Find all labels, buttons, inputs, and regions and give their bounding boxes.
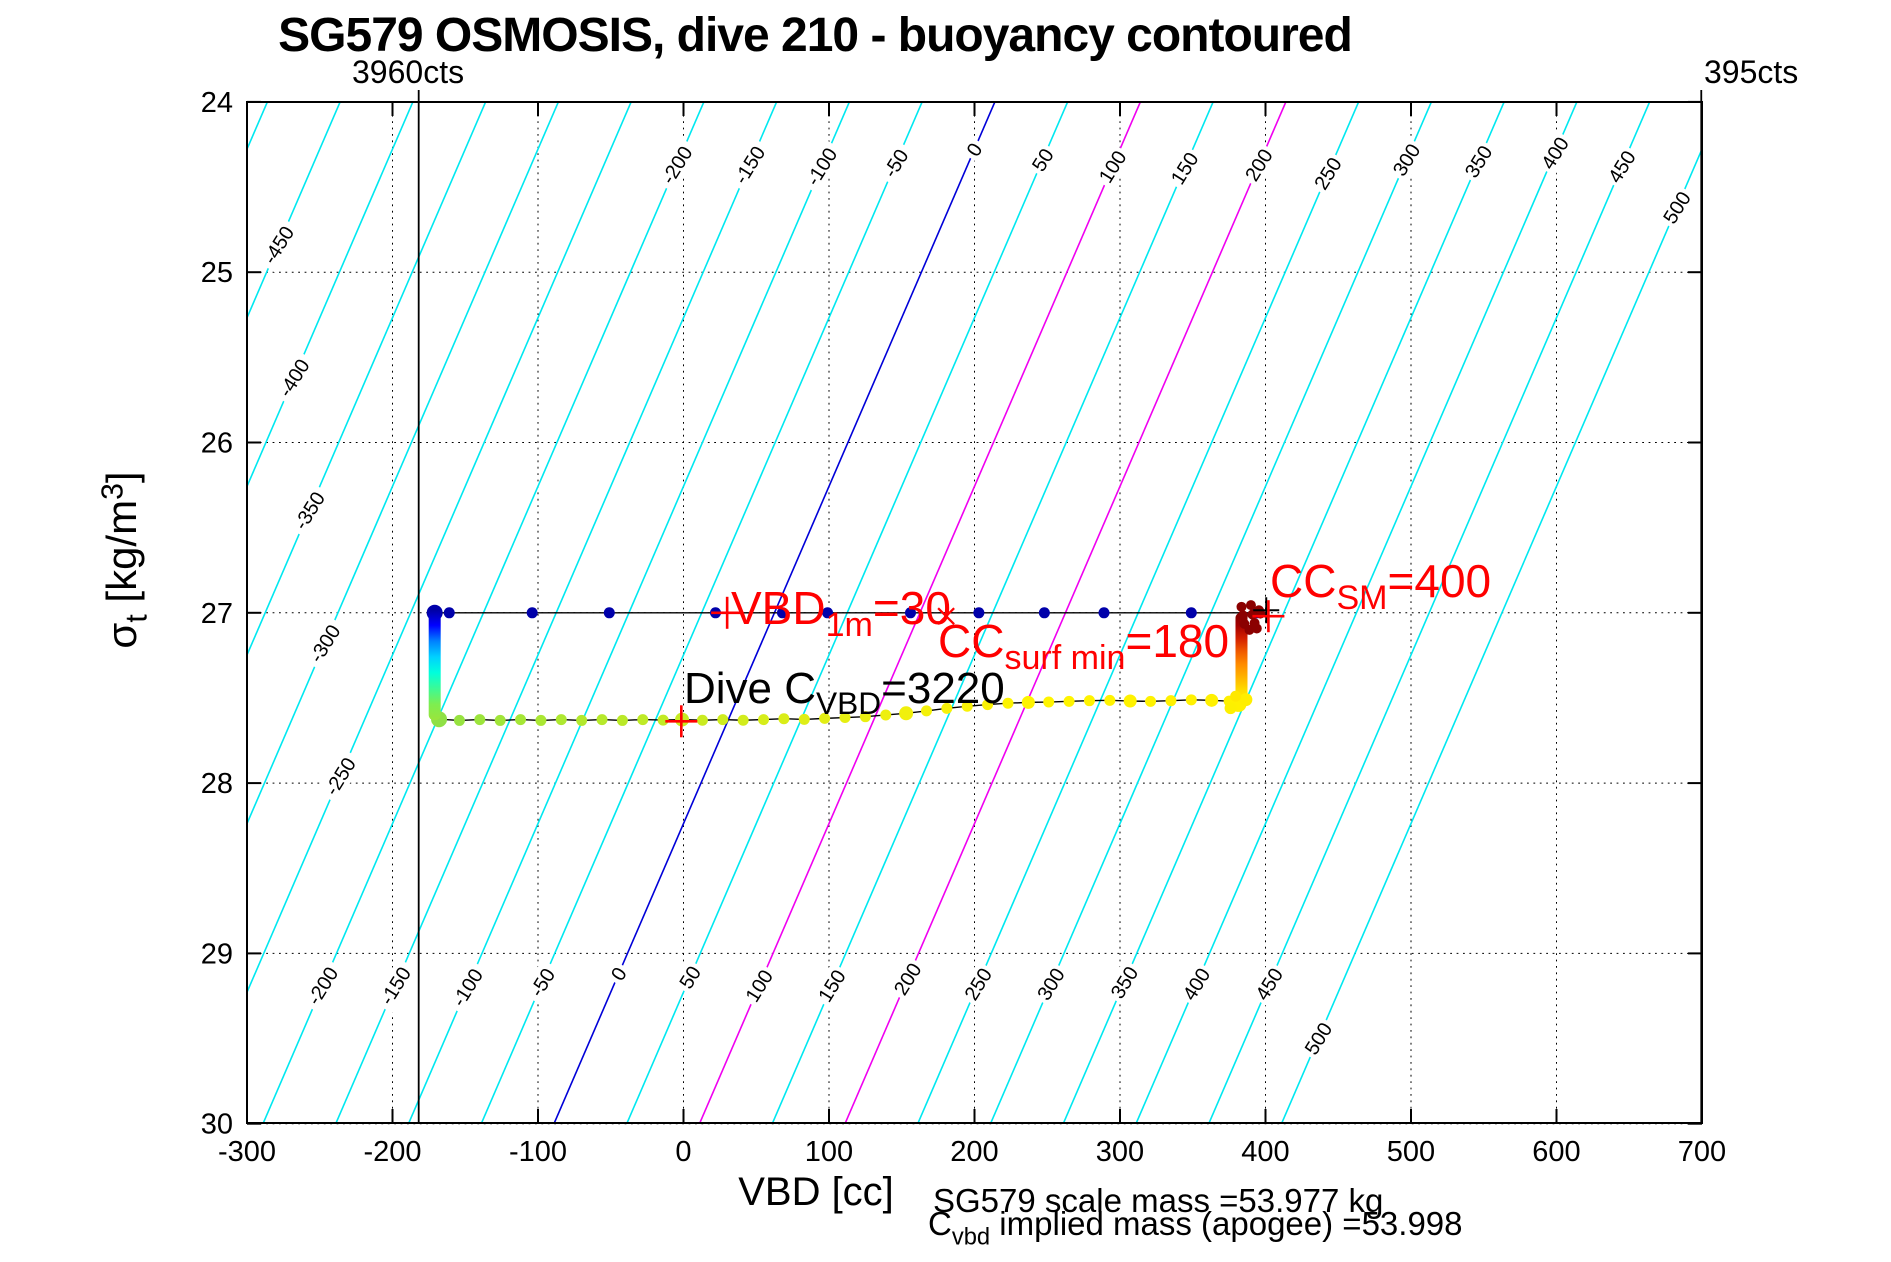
svg-text:25: 25 <box>201 257 233 289</box>
annotation-vbd-1m: VBD1m=30 <box>731 581 951 642</box>
scale-mass-text: SG579 scale mass =53.977 kg <box>933 1182 1384 1219</box>
svg-text:300: 300 <box>1096 1136 1144 1168</box>
sigma-subscript: t <box>120 614 154 623</box>
y-units-exponent: 3 <box>96 483 130 500</box>
annotation-dive-cvbd-value: =3220 <box>881 664 1005 713</box>
annotation-cc-surf-min-main: CC <box>938 615 1005 667</box>
annotation-cc-surf-min: CCsurf min=180 <box>938 614 1230 675</box>
annotation-vbd-1m-main: VBD <box>731 582 826 634</box>
implied-mass-subscript: vbd <box>951 1223 991 1251</box>
svg-text:-300: -300 <box>218 1136 276 1168</box>
svg-text:29: 29 <box>201 938 233 970</box>
annotation-cc-sm-value: =400 <box>1387 555 1492 607</box>
svg-text:-200: -200 <box>363 1136 421 1168</box>
vbd-counts-left-label: 3960cts <box>352 54 465 90</box>
svg-text:-100: -100 <box>509 1136 567 1168</box>
svg-text:200: 200 <box>950 1136 998 1168</box>
annotation-cc-surf-min-sub: surf min <box>1004 638 1126 677</box>
svg-text:30: 30 <box>201 1109 233 1141</box>
svg-text:400: 400 <box>1241 1136 1289 1168</box>
x-axis-label: VBD [cc] <box>738 1170 894 1214</box>
annotation-dive-cvbd-sub: VBD <box>816 685 882 722</box>
svg-text:27: 27 <box>201 598 233 630</box>
annotation-vbd-1m-value: =30 <box>872 582 951 634</box>
annotation-cc-sm-sub: SM <box>1336 578 1388 617</box>
annotation-cc-surf-min-value: =180 <box>1125 615 1230 667</box>
svg-text:50: 50 <box>1028 145 1058 176</box>
annotation-cc-sm: CCSM=400 <box>1270 554 1492 615</box>
svg-text:50: 50 <box>676 963 706 994</box>
svg-text:24: 24 <box>201 87 233 119</box>
svg-text:600: 600 <box>1532 1136 1580 1168</box>
svg-text:100: 100 <box>805 1136 853 1168</box>
implied-mass-value: implied mass (apogee) =53.998 <box>990 1205 1463 1242</box>
annotation-vbd-1m-sub: 1m <box>825 605 873 644</box>
svg-text:28: 28 <box>201 768 233 800</box>
implied-mass-symbol: C <box>928 1205 952 1242</box>
svg-text:500: 500 <box>1387 1136 1435 1168</box>
annotation-dive-cvbd-main: Dive C <box>684 664 817 713</box>
y-axis-label: σt [kg/m3] <box>96 471 153 649</box>
implied-mass-text: Cvbd implied mass (apogee) =53.998 <box>928 1205 1463 1249</box>
annotation-cc-sm-main: CC <box>1270 555 1337 607</box>
y-units-text: [kg/m <box>98 499 145 615</box>
annotation-dive-cvbd: Dive CVBD=3220 <box>684 664 1005 719</box>
svg-text:700: 700 <box>1678 1136 1726 1168</box>
y-units-close: ] <box>98 471 145 484</box>
vbd-counts-right-label: 395cts <box>1704 54 1799 90</box>
svg-text:26: 26 <box>201 428 233 460</box>
svg-text:0: 0 <box>675 1136 691 1168</box>
chart-title: SG579 OSMOSIS, dive 210 - buoyancy conto… <box>278 9 1353 62</box>
sigma-symbol: σ <box>98 622 145 649</box>
